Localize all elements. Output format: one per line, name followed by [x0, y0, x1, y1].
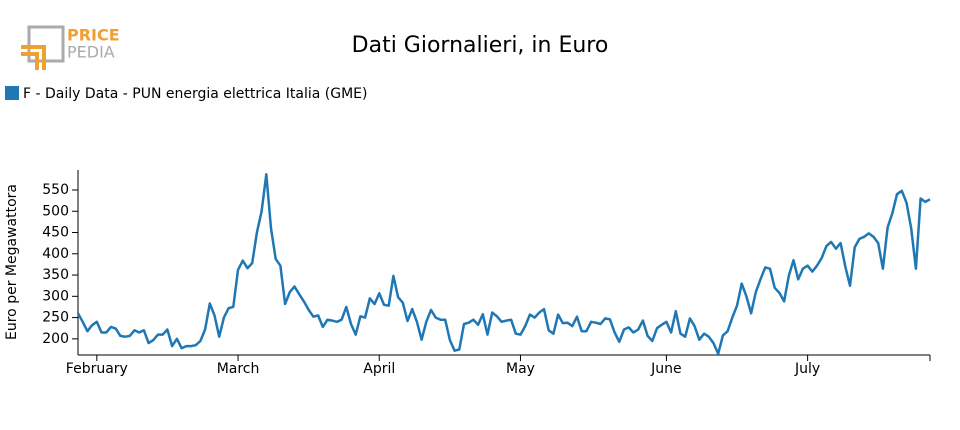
- x-tick-label: May: [506, 361, 535, 377]
- legend-label: F - Daily Data - PUN energia elettrica I…: [23, 86, 367, 102]
- x-tick-label: July: [794, 361, 820, 377]
- x-tick-label: June: [650, 361, 682, 377]
- y-tick-label: 450: [42, 225, 69, 241]
- line: [76, 173, 931, 355]
- y-tick-label: 250: [42, 310, 69, 326]
- y-tick-label: 500: [42, 203, 69, 219]
- chart-title: Dati Giornalieri, in Euro: [352, 33, 609, 58]
- x-tick-label: February: [66, 361, 128, 377]
- x-tick-label: March: [217, 361, 260, 377]
- y-tick-label: 200: [42, 331, 69, 347]
- logo-text: PRICE: [67, 26, 120, 45]
- legend-swatch: [5, 86, 19, 100]
- y-tick-label: 550: [42, 182, 69, 198]
- x-tick-label: April: [363, 361, 395, 377]
- logo-mark: [21, 45, 46, 70]
- y-tick-label: 300: [42, 288, 69, 304]
- y-tick-label: 400: [42, 246, 69, 262]
- y-axis-label: Euro per Megawattora: [4, 184, 20, 340]
- logo: PRICE PEDIA: [21, 25, 120, 70]
- y-tick-label: 350: [42, 267, 69, 283]
- logo-text: PEDIA: [67, 43, 115, 62]
